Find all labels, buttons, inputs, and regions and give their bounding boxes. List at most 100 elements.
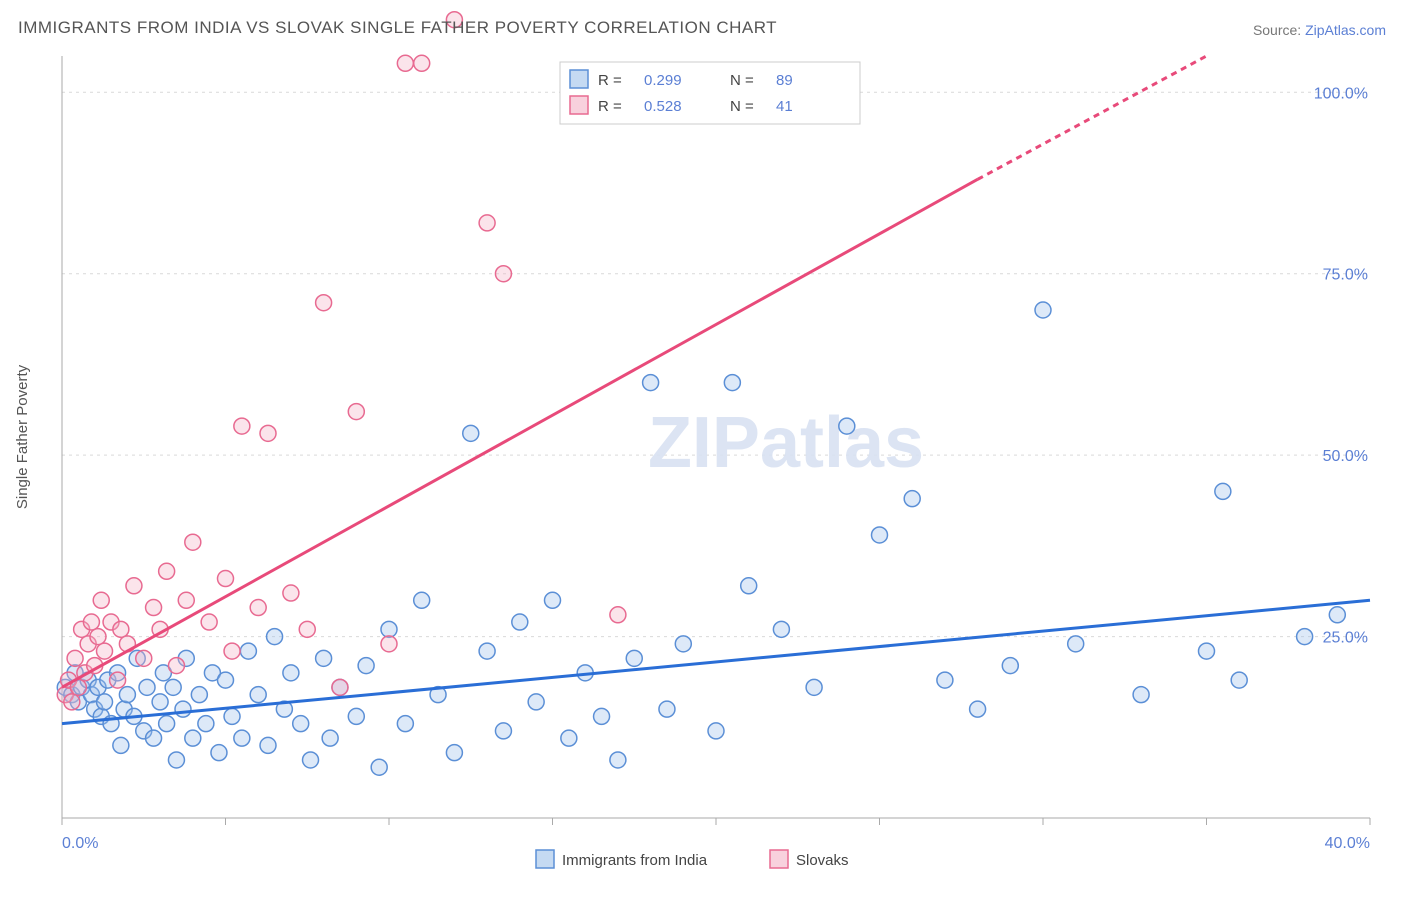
bottom-legend-label: Immigrants from India [562,852,708,869]
data-point-india [495,723,511,739]
data-point-india [303,752,319,768]
legend-r-value: 0.299 [644,72,682,89]
y-tick-label: 25.0% [1323,630,1368,647]
data-point-india [970,701,986,717]
legend-swatch-india [570,70,588,88]
legend-n-label: N = [730,98,754,115]
data-point-india [348,708,364,724]
data-point-slovak [397,55,413,71]
data-point-india [159,716,175,732]
data-point-slovak [260,425,276,441]
legend-n-value: 41 [776,98,793,115]
data-point-india [626,650,642,666]
data-point-slovak [495,266,511,282]
data-point-slovak [250,600,266,616]
data-point-india [185,730,201,746]
x-tick-label: 40.0% [1325,835,1370,852]
data-point-india [1231,672,1247,688]
data-point-india [267,629,283,645]
data-point-india [806,679,822,695]
legend-n-label: N = [730,72,754,89]
data-point-india [250,687,266,703]
data-point-india [191,687,207,703]
data-point-india [463,425,479,441]
data-point-india [512,614,528,630]
data-point-india [659,701,675,717]
data-point-india [293,716,309,732]
data-point-india [904,491,920,507]
data-point-india [240,643,256,659]
data-point-india [708,723,724,739]
data-point-india [724,375,740,391]
data-point-slovak [381,636,397,652]
data-point-slovak [316,295,332,311]
y-tick-label: 100.0% [1314,85,1368,102]
data-point-slovak [283,585,299,601]
data-point-slovak [299,621,315,637]
data-point-india [414,592,430,608]
legend-r-value: 0.528 [644,98,682,115]
data-point-india [1035,302,1051,318]
correlation-chart: IMMIGRANTS FROM INDIA VS SLOVAK SINGLE F… [0,0,1406,892]
data-point-slovak [83,614,99,630]
data-point-slovak [185,534,201,550]
data-point-india [1133,687,1149,703]
data-point-india [479,643,495,659]
legend-r-label: R = [598,72,622,89]
data-point-slovak [201,614,217,630]
data-point-india [224,708,240,724]
data-point-india [152,694,168,710]
data-point-india [175,701,191,717]
data-point-india [1297,629,1313,645]
data-point-slovak [113,621,129,637]
data-point-india [839,418,855,434]
data-point-slovak [110,672,126,688]
source-prefix: Source: [1253,22,1305,38]
y-tick-label: 75.0% [1323,267,1368,284]
data-point-india [97,694,113,710]
x-tick-label: 0.0% [62,835,98,852]
data-point-slovak [348,404,364,420]
data-point-india [1199,643,1215,659]
data-point-india [113,737,129,753]
data-point-slovak [610,607,626,623]
legend-swatch-slovak [570,96,588,114]
bottom-legend-swatch-india [536,850,554,868]
data-point-slovak [178,592,194,608]
data-point-slovak [479,215,495,231]
chart-title: IMMIGRANTS FROM INDIA VS SLOVAK SINGLE F… [18,18,777,38]
source-link[interactable]: ZipAtlas.com [1305,22,1386,38]
data-point-slovak [67,650,83,666]
data-point-india [594,708,610,724]
data-point-india [1215,483,1231,499]
data-point-india [610,752,626,768]
data-point-slovak [93,592,109,608]
data-point-india [119,687,135,703]
data-point-india [446,745,462,761]
data-point-india [741,578,757,594]
data-point-india [371,759,387,775]
data-point-india [937,672,953,688]
trend-slovak-ext [978,56,1207,179]
bottom-legend-label: Slovaks [796,852,849,869]
data-point-india [773,621,789,637]
data-point-india [260,737,276,753]
data-point-slovak [159,563,175,579]
data-point-india [561,730,577,746]
data-point-slovak [414,55,430,71]
data-point-india [283,665,299,681]
data-point-slovak [234,418,250,434]
data-point-india [218,672,234,688]
data-point-india [643,375,659,391]
watermark: ZIPatlas [648,403,924,483]
data-point-india [146,730,162,746]
source-label: Source: ZipAtlas.com [1253,22,1386,38]
data-point-india [316,650,332,666]
trend-india [62,600,1370,723]
data-point-india [168,752,184,768]
data-point-india [198,716,214,732]
data-point-india [139,679,155,695]
data-point-slovak [64,694,80,710]
data-point-slovak [136,650,152,666]
bottom-legend-swatch-slovak [770,850,788,868]
